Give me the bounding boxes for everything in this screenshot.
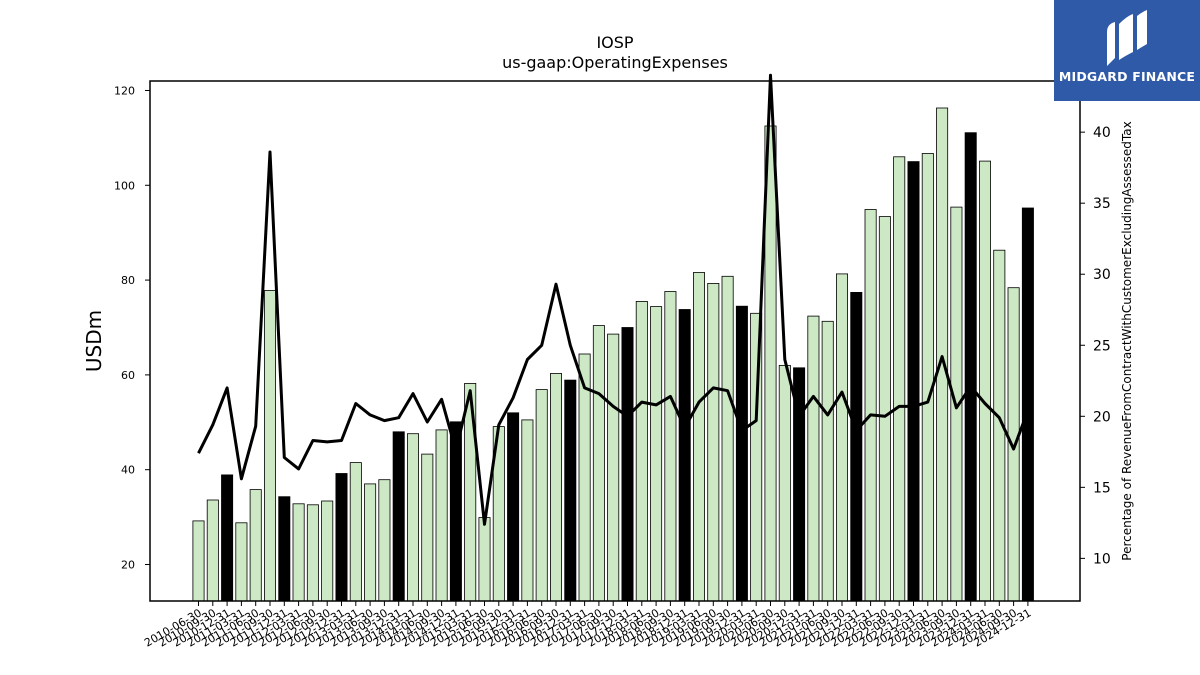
bar-2016-09-30	[550, 373, 563, 602]
bar-2017-06-30	[592, 325, 605, 602]
bar-2019-06-30	[707, 282, 720, 602]
bar-2021-12-31	[850, 291, 863, 602]
bar-2013-12-31	[392, 431, 405, 602]
bar-2010-09-30	[206, 499, 219, 602]
bar-2013-03-31	[349, 462, 362, 602]
y2-tick-label: 20	[1093, 409, 1111, 425]
bar-2019-12-31	[735, 305, 748, 602]
bar-2016-12-31	[564, 379, 577, 602]
bar-2023-06-30	[936, 107, 949, 602]
bar-2018-09-30	[664, 291, 677, 602]
y2-tick-label: 40	[1093, 125, 1111, 141]
bar-2015-06-30	[478, 517, 491, 602]
bar-2024-09-30	[1007, 287, 1020, 602]
bar-2023-12-31	[964, 132, 977, 602]
bar-2018-06-30	[650, 306, 663, 602]
chart-title: IOSP	[596, 33, 633, 52]
bar-2022-09-30	[893, 156, 906, 602]
plot-area-frame	[149, 80, 1081, 602]
y2-tick-label: 35	[1093, 196, 1111, 212]
bar-2010-06-30	[192, 520, 205, 602]
bar-2012-12-31	[335, 473, 348, 602]
bar-2010-12-31	[221, 474, 234, 602]
midgard-finance-logo: MIDGARD FINANCE	[1054, 0, 1200, 101]
y2-tick-label: 30	[1093, 267, 1111, 283]
bar-2012-09-30	[321, 500, 334, 602]
bar-2022-03-31	[864, 209, 877, 602]
bar-2014-03-31	[406, 433, 419, 602]
chart-subtitle: us-gaap:OperatingExpenses	[502, 53, 728, 72]
y2-tick-label: 15	[1093, 480, 1111, 496]
bar-2013-06-30	[364, 483, 377, 602]
bar-2017-12-31	[621, 327, 634, 602]
bar-2022-06-30	[878, 216, 891, 602]
bar-2024-12-31	[1021, 207, 1034, 602]
bar-2022-12-31	[907, 161, 920, 602]
bar-2015-12-31	[507, 412, 520, 602]
midgard-logo-icon	[1107, 10, 1147, 66]
y-tick-label: 40	[121, 464, 135, 477]
bar-2014-09-30	[435, 429, 448, 602]
bar-2017-09-30	[607, 333, 620, 602]
bar-2016-03-31	[521, 419, 534, 602]
bar-2018-03-31	[635, 300, 648, 602]
y2-tick-label: 10	[1093, 551, 1111, 567]
bar-2023-03-31	[921, 153, 934, 602]
bar-2012-03-31	[292, 503, 305, 602]
bar-2018-12-31	[678, 309, 691, 602]
bar-2011-06-30	[249, 489, 262, 602]
bar-2013-09-30	[378, 479, 391, 602]
y2-axis-label: Percentage of RevenueFromContractWithCus…	[1120, 121, 1134, 560]
y2-tick-label: 25	[1093, 338, 1111, 354]
bar-2021-06-30	[821, 320, 834, 602]
bar-2019-09-30	[721, 275, 734, 602]
bar-2014-06-30	[421, 453, 434, 602]
bar-2024-03-31	[979, 160, 992, 602]
y-tick-label: 80	[121, 274, 135, 287]
bar-2016-06-30	[535, 389, 548, 602]
bar-2011-09-30	[263, 290, 276, 602]
bar-2011-03-31	[235, 522, 248, 602]
y-tick-label: 60	[121, 369, 135, 382]
y-tick-label: 20	[121, 559, 135, 572]
bar-2021-03-31	[807, 315, 820, 602]
bar-2019-03-31	[693, 272, 706, 602]
bar-2020-09-30	[778, 364, 791, 602]
bar-2012-06-30	[306, 504, 319, 602]
bar-2021-09-30	[836, 273, 849, 602]
percentage-line	[197, 73, 1030, 526]
y-tick-label: 100	[114, 179, 135, 192]
bar-2011-12-31	[278, 496, 291, 602]
y-tick-label: 120	[114, 84, 135, 97]
y-axis-label: USDm	[82, 310, 106, 372]
logo-text: MIDGARD FINANCE	[1058, 69, 1196, 84]
